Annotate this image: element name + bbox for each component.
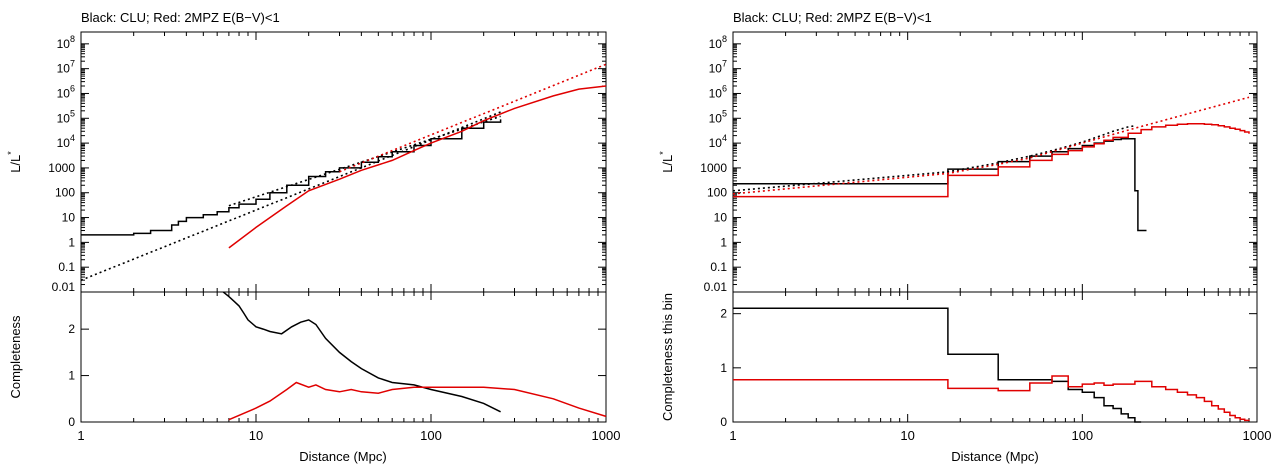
y-axis-label: Completeness this bin xyxy=(660,293,675,421)
y-tick-label: 1000 xyxy=(700,161,727,175)
plot-frame xyxy=(80,31,607,293)
x-tick-label: 100 xyxy=(1071,428,1093,443)
plot-frame xyxy=(732,291,1258,423)
y-tick-label: 1000 xyxy=(48,161,75,175)
clu-series-line xyxy=(733,137,1147,232)
y-axis-label: Completeness xyxy=(8,315,23,399)
completeness-plot: 0 1 2 Completeness this bin xyxy=(660,291,1258,429)
y-tick-label: 0.01 xyxy=(52,280,76,294)
plot-frame xyxy=(80,291,607,423)
y-tick-label: 107 xyxy=(57,59,75,76)
2mpz-series-line xyxy=(733,375,1250,422)
x-tick-label: 1 xyxy=(729,428,736,443)
clu-series-line xyxy=(733,307,1142,423)
chart-title: Black: CLU; Red: 2MPZ E(B−V)<1 xyxy=(733,10,932,25)
y-tick-label: 104 xyxy=(709,133,727,150)
clu-series-line xyxy=(81,119,502,236)
y-tick-label: 0.1 xyxy=(710,260,727,274)
x-axis-label: Distance (Mpc) xyxy=(951,449,1038,464)
x-tick-label: 10 xyxy=(249,428,263,443)
x-tick-label: 100 xyxy=(420,428,442,443)
y-tick-label: 2 xyxy=(720,307,727,321)
y-tick-label: 10 xyxy=(714,211,728,225)
y-axis-label: L/L* xyxy=(658,151,675,173)
x-tick-label: 1000 xyxy=(1243,428,1272,443)
chart-title: Black: CLU; Red: 2MPZ E(B−V)<1 xyxy=(81,10,280,25)
2mpz-series-line xyxy=(339,63,607,173)
luminosity-plot: 0.01 0.1 1 10 100 1000 104 105 106 107 108 L/L* xyxy=(658,31,1258,294)
y-tick-label: 2 xyxy=(68,322,75,336)
y-tick-label: 106 xyxy=(709,83,727,100)
2mpz-series-line xyxy=(732,96,1250,195)
2mpz-series-line xyxy=(733,123,1250,198)
clu-series-line xyxy=(80,111,501,281)
y-tick-label: 0 xyxy=(720,415,727,429)
clu-series-line xyxy=(732,125,1136,192)
plot-frame xyxy=(732,31,1258,293)
y-tick-label: 0 xyxy=(68,415,75,429)
2mpz-series-line xyxy=(228,85,607,249)
y-tick-label: 105 xyxy=(57,108,75,125)
y-tick-label: 0.1 xyxy=(58,260,75,274)
right-chart: Black: CLU; Red: 2MPZ E(B−V)<1 0.01 0.1 1 1… xyxy=(658,10,1271,464)
y-tick-label: 108 xyxy=(709,34,727,51)
y-tick-label: 100 xyxy=(55,186,75,200)
x-tick-label: 10 xyxy=(900,428,914,443)
y-tick-label: 100 xyxy=(707,186,727,200)
y-tick-label: 104 xyxy=(57,133,75,150)
y-tick-label: 1 xyxy=(720,235,727,249)
luminosity-plot: 0.01 0.1 1 10 100 1000 104 105 106 107 108 L/L* xyxy=(6,31,607,294)
2mpz-series-line xyxy=(228,381,607,421)
clu-series-line xyxy=(222,291,501,413)
x-tick-label: 1 xyxy=(77,428,84,443)
y-tick-label: 0.01 xyxy=(704,280,728,294)
left-chart: Black: CLU; Red: 2MPZ E(B−V)<1 0.01 0.1 1 1… xyxy=(6,10,620,464)
x-axis-label: Distance (Mpc) xyxy=(299,449,386,464)
y-tick-label: 105 xyxy=(709,108,727,125)
y-tick-label: 107 xyxy=(709,59,727,76)
y-tick-label: 10 xyxy=(62,211,76,225)
y-tick-label: 1 xyxy=(720,361,727,375)
y-tick-label: 1 xyxy=(68,235,75,249)
y-axis-label: L/L* xyxy=(6,151,23,173)
y-tick-label: 1 xyxy=(68,369,75,383)
y-tick-label: 106 xyxy=(57,83,75,100)
y-tick-label: 108 xyxy=(57,34,75,51)
x-tick-label: 1000 xyxy=(592,428,621,443)
completeness-plot: 0 1 2 Completeness xyxy=(8,291,607,429)
